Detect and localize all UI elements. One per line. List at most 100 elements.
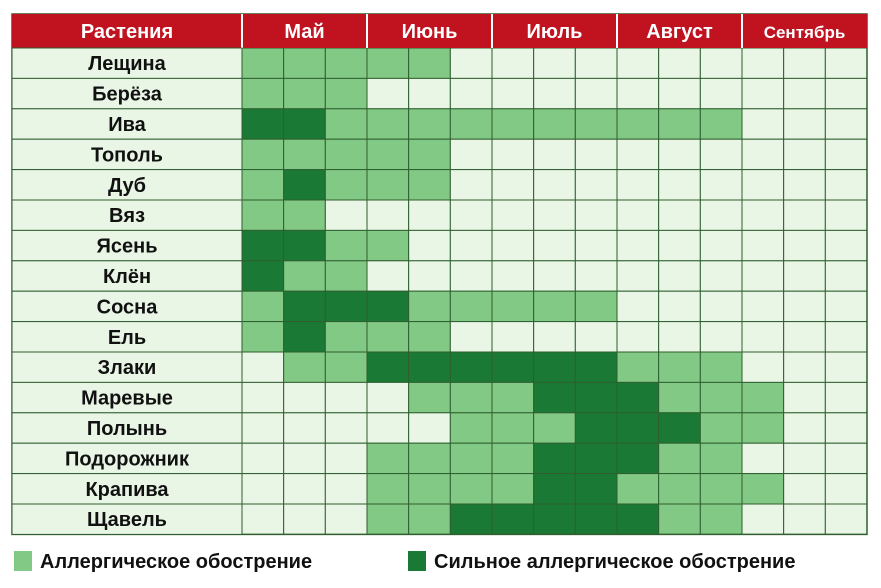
cell-strong (283, 321, 326, 353)
plant-label-cell (11, 473, 243, 505)
cell-allergic (241, 138, 285, 171)
cell-allergic (616, 108, 660, 140)
cell-empty (616, 169, 660, 201)
cell-allergic (699, 442, 743, 475)
cell-empty (616, 229, 660, 262)
cell-allergic (283, 138, 326, 171)
cell-empty (449, 199, 493, 231)
cell-strong (366, 290, 410, 323)
cell-empty (658, 47, 701, 79)
cell-allergic (658, 108, 701, 140)
cell-empty (783, 442, 826, 475)
plant-label-cell (11, 138, 243, 171)
cell-empty (491, 199, 535, 231)
cell-empty (491, 47, 535, 79)
cell-empty (741, 47, 785, 79)
cell-empty (366, 77, 410, 110)
cell-empty (616, 321, 660, 353)
cell-empty (449, 321, 493, 353)
cell-empty (574, 321, 618, 353)
cell-empty (824, 169, 868, 201)
legend-label: Сильное аллергическое обострение (434, 551, 795, 573)
plant-label: Тополь (91, 144, 163, 166)
legend-swatch (408, 551, 426, 571)
cell-empty (574, 47, 618, 79)
cell-empty (658, 199, 701, 231)
cell-empty (783, 351, 826, 383)
cell-empty (366, 412, 410, 444)
cell-allergic (449, 473, 493, 505)
cell-allergic (533, 290, 576, 323)
cell-strong (616, 381, 660, 414)
cell-empty (741, 321, 785, 353)
cell-strong (533, 351, 576, 383)
plant-label-cell (11, 381, 243, 414)
cell-allergic (283, 260, 326, 292)
plant-label: Ива (108, 114, 146, 136)
cell-empty (449, 260, 493, 292)
plant-label-cell (11, 503, 243, 535)
cell-allergic (241, 290, 285, 323)
cell-allergic (366, 503, 410, 535)
cell-empty (699, 260, 743, 292)
cell-allergic (449, 442, 493, 475)
cell-allergic (658, 351, 701, 383)
cell-allergic (408, 47, 451, 79)
cell-allergic (366, 229, 410, 262)
cell-empty (533, 321, 576, 353)
cell-empty (324, 381, 368, 414)
cell-allergic (408, 473, 451, 505)
plant-label: Берёза (92, 84, 163, 106)
cell-empty (783, 381, 826, 414)
cell-empty (658, 290, 701, 323)
cell-empty (283, 503, 326, 535)
cell-empty (658, 229, 701, 262)
cell-empty (699, 47, 743, 79)
cell-allergic (658, 442, 701, 475)
cell-allergic (699, 381, 743, 414)
cell-strong (491, 351, 535, 383)
cell-strong (324, 290, 368, 323)
cell-empty (616, 199, 660, 231)
plant-label: Подорожник (65, 448, 190, 470)
cell-allergic (574, 108, 618, 140)
cell-empty (783, 138, 826, 171)
cell-empty (408, 412, 451, 444)
cell-allergic (241, 199, 285, 231)
plant-label: Лещина (88, 53, 166, 75)
plant-label: Злаки (98, 357, 157, 379)
month-label: Август (646, 21, 713, 43)
cell-empty (741, 199, 785, 231)
plant-label-cell (11, 199, 243, 231)
plant-label: Крапива (85, 479, 169, 501)
cell-empty (324, 503, 368, 535)
cell-allergic (658, 381, 701, 414)
cell-allergic (741, 381, 785, 414)
cell-empty (824, 442, 868, 475)
header-background (12, 14, 867, 48)
cell-strong (408, 351, 451, 383)
cell-allergic (491, 473, 535, 505)
month-label: Сентябрь (764, 23, 846, 42)
cell-empty (324, 412, 368, 444)
cell-empty (824, 138, 868, 171)
cell-allergic (699, 351, 743, 383)
cell-empty (824, 260, 868, 292)
cell-allergic (241, 169, 285, 201)
cell-empty (616, 77, 660, 110)
cell-allergic (241, 47, 285, 79)
cell-allergic (324, 351, 368, 383)
cell-empty (241, 503, 285, 535)
cell-empty (783, 47, 826, 79)
cell-allergic (574, 290, 618, 323)
cell-empty (658, 138, 701, 171)
cell-empty (241, 442, 285, 475)
cell-allergic (366, 473, 410, 505)
cell-allergic (616, 351, 660, 383)
cell-empty (408, 199, 451, 231)
cell-allergic (408, 321, 451, 353)
cell-empty (699, 199, 743, 231)
cell-empty (824, 381, 868, 414)
cell-strong (491, 503, 535, 535)
cell-empty (824, 290, 868, 323)
